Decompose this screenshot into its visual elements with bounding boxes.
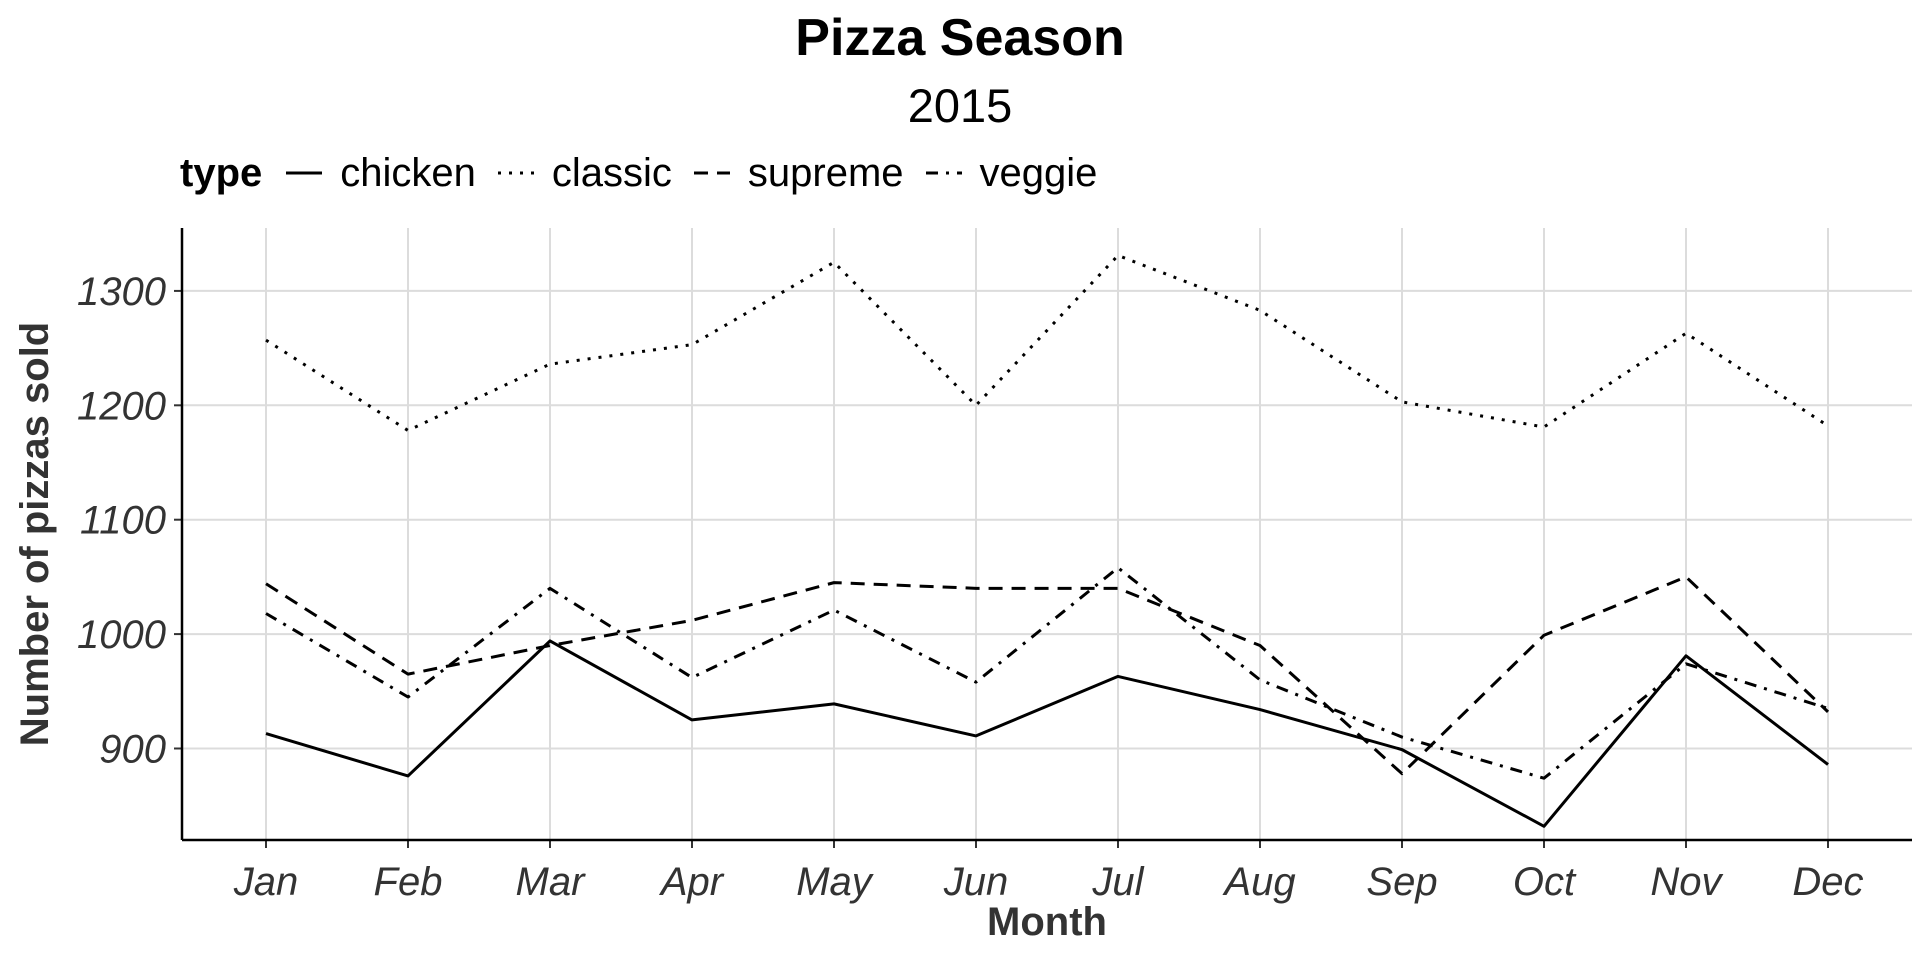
legend-item-classic: classic: [496, 151, 672, 196]
legend-key-supreme: [693, 171, 730, 175]
x-tick-label: Jun: [943, 860, 1009, 904]
x-tick-label: Aug: [1222, 860, 1295, 904]
x-axis-label: Month: [987, 900, 1107, 944]
x-tick-label: Jan: [233, 860, 299, 904]
legend: type chicken classic supreme veggie: [180, 145, 1117, 201]
legend-item-veggie: veggie: [924, 150, 1098, 196]
x-tick-label: May: [796, 860, 875, 904]
x-tick-label: Sep: [1366, 860, 1437, 904]
x-tick-label: Mar: [516, 860, 587, 904]
x-tick-label: Feb: [374, 860, 443, 904]
x-tick-label: Oct: [1513, 860, 1577, 904]
y-axis-label: Number of pizzas sold: [13, 322, 57, 747]
chart-subtitle: 2015: [907, 79, 1013, 132]
x-tick-label: Jul: [1091, 860, 1144, 904]
legend-label-supreme: supreme: [747, 150, 904, 195]
y-tick-label: 900: [99, 727, 166, 771]
series-line-chicken: [265, 639, 1829, 828]
legend-title: type: [180, 150, 263, 195]
y-tick-label: 1000: [77, 613, 166, 657]
legend-key-chicken: [286, 171, 323, 175]
series-line-supreme: [265, 575, 1830, 776]
legend-item-chicken: chicken: [284, 151, 476, 196]
legend-label-classic: classic: [551, 150, 672, 195]
legend-label-chicken: chicken: [340, 150, 476, 195]
x-tick-label: Nov: [1650, 860, 1723, 904]
y-tick-label: 1200: [77, 384, 166, 428]
chart-title: Pizza Season: [795, 9, 1125, 67]
legend-key-veggie: [925, 171, 962, 175]
legend-label-veggie: veggie: [979, 150, 1098, 195]
y-tick-label: 1100: [80, 499, 166, 543]
series-line-veggie: [265, 566, 1829, 780]
x-tick-label: Dec: [1792, 860, 1863, 904]
x-tick-label: Apr: [659, 860, 725, 904]
series-line-classic: [265, 253, 1829, 432]
y-tick-label: 1300: [77, 270, 166, 314]
legend-item-supreme: supreme: [692, 151, 904, 196]
